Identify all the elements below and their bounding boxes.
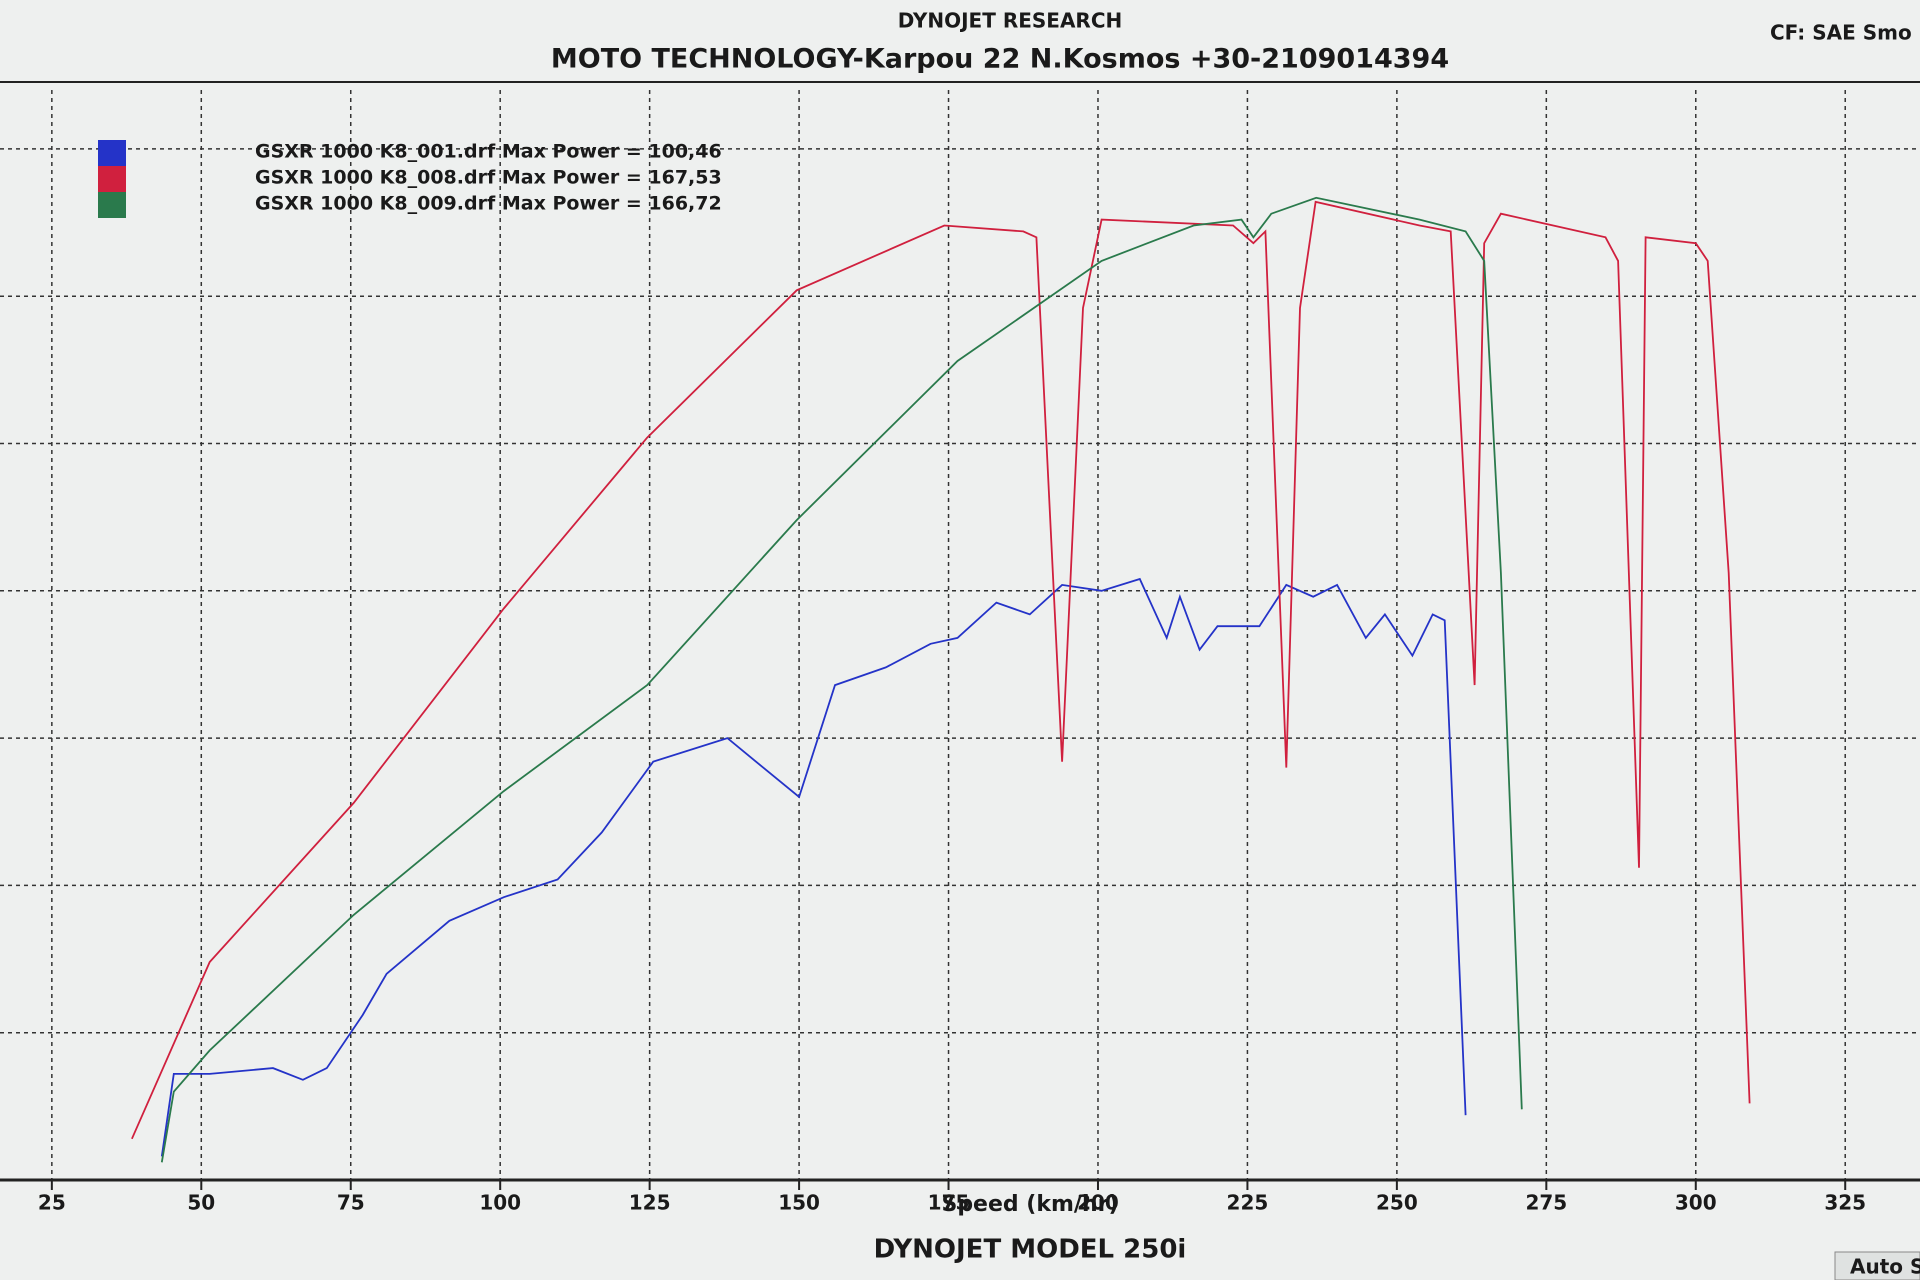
legend-label: GSXR 1000 K8_008.drf Max Power = 167,53 <box>255 167 722 189</box>
x-tick-label: 250 <box>1376 1191 1418 1215</box>
x-tick-label: 175 <box>928 1191 970 1215</box>
x-tick-label: 100 <box>479 1191 521 1215</box>
legend-swatch <box>98 192 126 218</box>
x-tick-label: 275 <box>1525 1191 1567 1215</box>
legend-swatch <box>98 140 126 166</box>
power-curve <box>131 200 1751 1140</box>
status-box <box>1834 1251 1920 1280</box>
x-tick-label: 50 <box>187 1191 215 1215</box>
header: DYNOJET RESEARCH <box>898 9 1123 33</box>
footer: DYNOJET MODEL 250i <box>874 1235 1187 1265</box>
legend-label: GSXR 1000 K8_001.drf Max Power = 100,46 <box>255 141 722 163</box>
x-tick-label: 25 <box>38 1191 66 1215</box>
chart-title: MOTO TECHNOLOGY-Karpou 22 N.Kosmos +30-2… <box>551 44 1449 75</box>
legend-label: GSXR 1000 K8_009.drf Max Power = 166,72 <box>255 193 722 215</box>
legend: GSXR 1000 K8_001.drf Max Power = 100,46 G… <box>98 140 722 218</box>
correction-factor: CF: SAE Smo <box>1770 21 1912 45</box>
x-axis-label: Speed (km/hr) <box>941 1192 1118 1217</box>
power-curve <box>160 577 1467 1157</box>
status: Auto S <box>1850 1255 1920 1279</box>
x-tick-label: 225 <box>1227 1191 1269 1215</box>
x-tick-label: 325 <box>1824 1191 1866 1215</box>
legend-swatch <box>98 166 126 192</box>
power-curve <box>160 196 1523 1163</box>
x-tick-label: 150 <box>778 1191 820 1215</box>
x-tick-label: 75 <box>337 1191 365 1215</box>
x-tick-label: 300 <box>1675 1191 1717 1215</box>
x-tick-label: 125 <box>629 1191 671 1215</box>
x-tick-label: 200 <box>1077 1191 1119 1215</box>
